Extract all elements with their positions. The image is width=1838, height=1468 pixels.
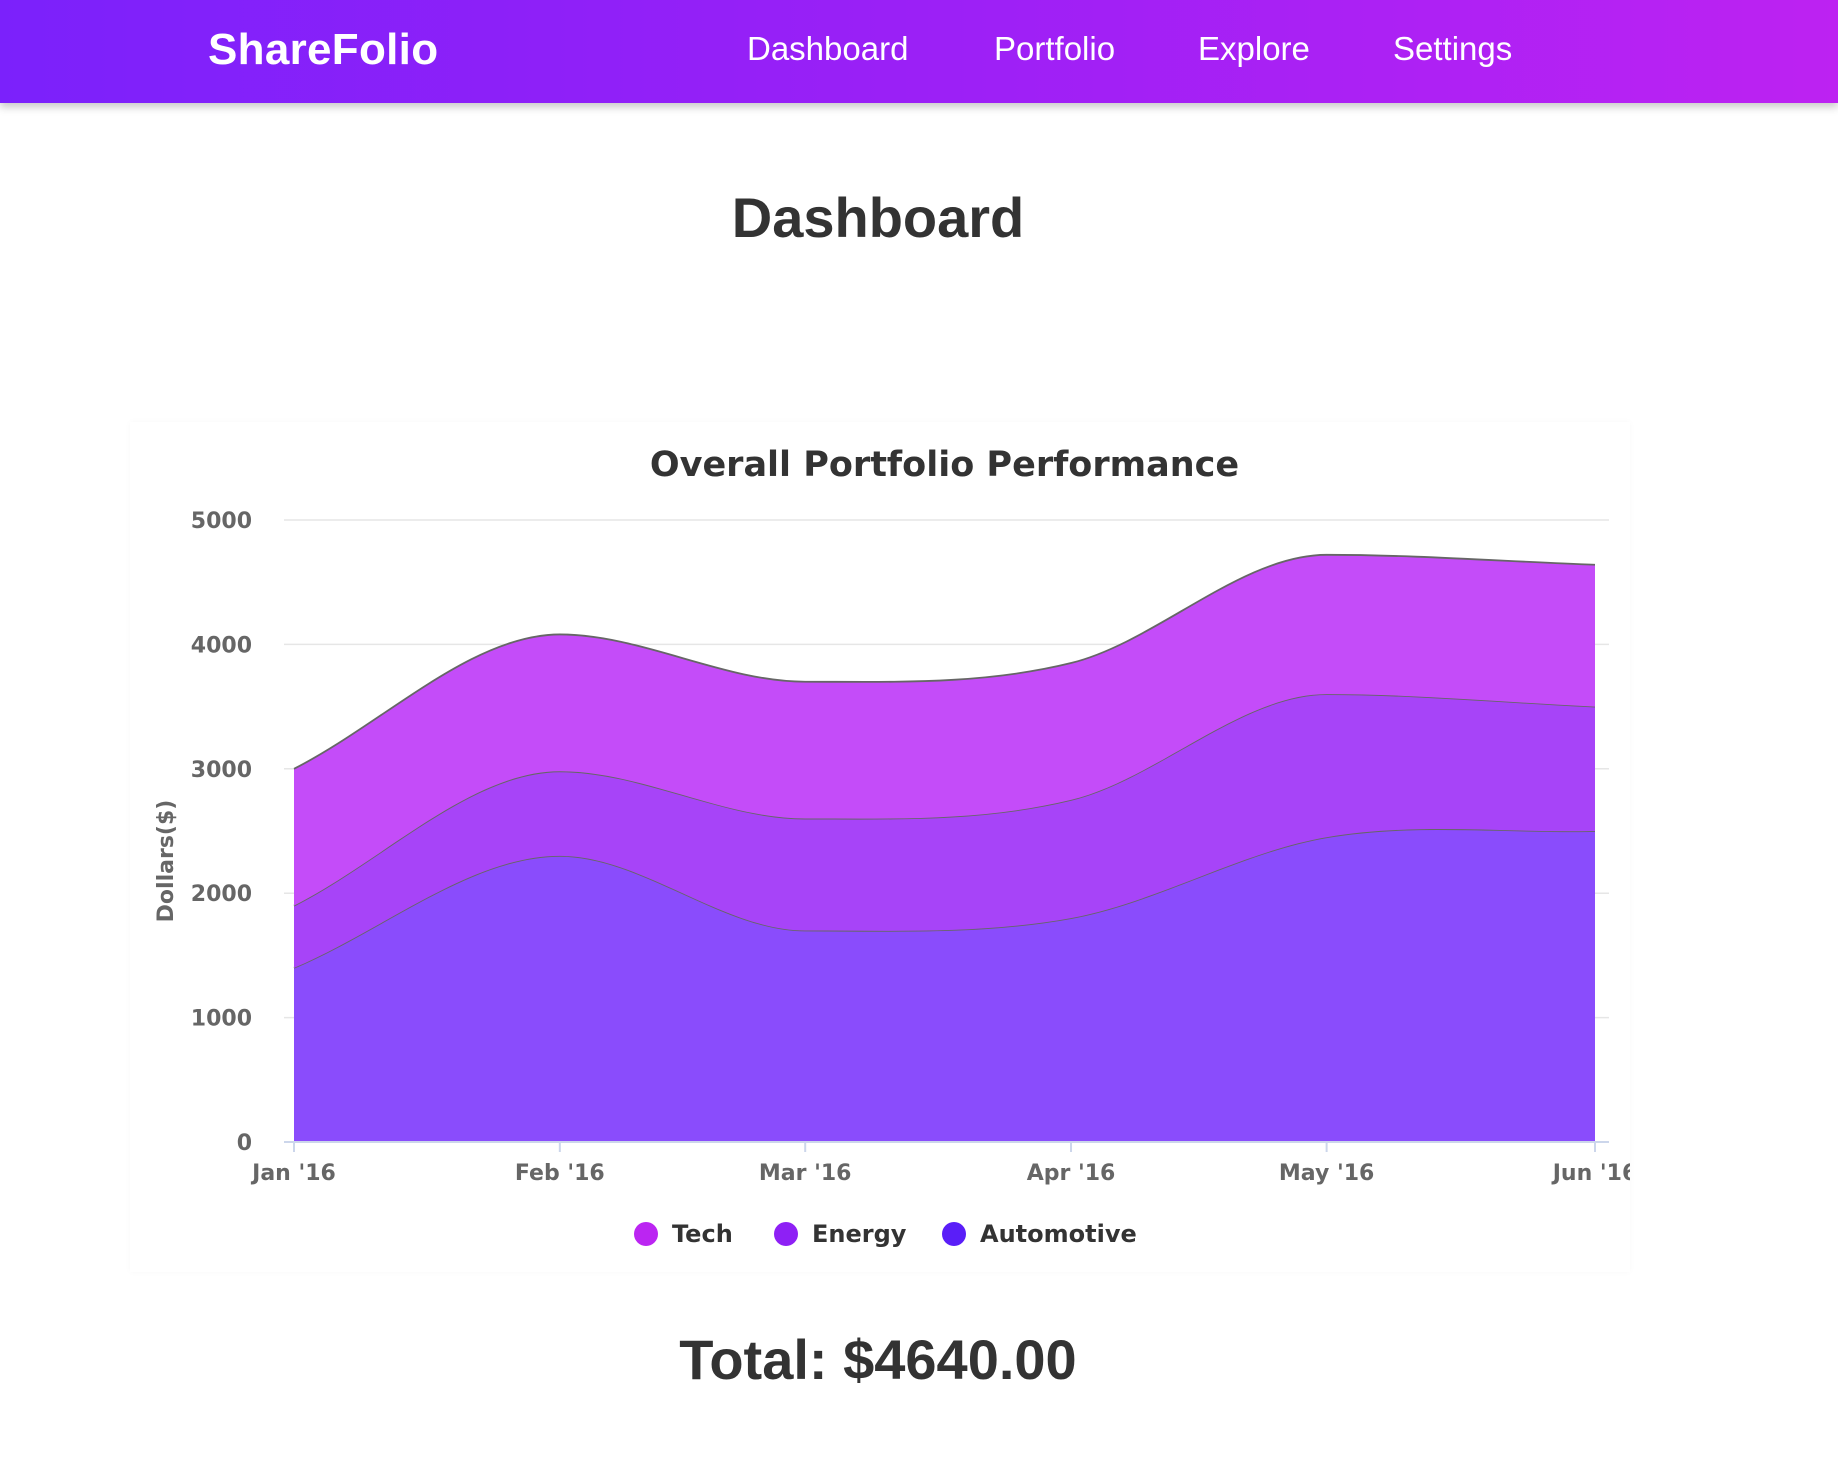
nav-link-explore[interactable]: Explore: [1198, 30, 1310, 67]
y-tick-label: 3000: [191, 758, 252, 783]
y-tick-label: 0: [237, 1131, 252, 1156]
x-tick-label: Apr '16: [1027, 1161, 1116, 1186]
portfolio-chart-card: Overall Portfolio Performance 0 1000 2000 30…: [130, 422, 1630, 1272]
nav-link-dashboard[interactable]: Dashboard: [747, 30, 909, 67]
top-navbar: ShareFolio Dashboard Portfolio Explore S…: [0, 0, 1838, 103]
x-tick-label: Feb '16: [515, 1161, 605, 1186]
chart-title: Overall Portfolio Performance: [650, 445, 1239, 485]
line-tech: [293, 553, 1596, 770]
area-tech: [294, 554, 1595, 906]
x-tick-label: Jun '16: [1551, 1161, 1630, 1186]
y-tick-label: 2000: [191, 882, 252, 907]
area-energy: [294, 694, 1595, 968]
legend-label-automotive: Automotive: [980, 1220, 1137, 1248]
legend-marker-automotive: [942, 1222, 966, 1246]
legend-label-tech: Tech: [672, 1220, 733, 1248]
y-tick-label: 4000: [191, 633, 252, 658]
area-automotive: [294, 829, 1595, 1142]
brand-logo[interactable]: ShareFolio: [208, 25, 439, 74]
legend-marker-energy: [774, 1222, 798, 1246]
page-title: Dashboard: [731, 186, 1025, 249]
legend-marker-tech: [634, 1222, 658, 1246]
legend-label-energy: Energy: [812, 1220, 907, 1248]
nav-link-settings[interactable]: Settings: [1393, 30, 1513, 67]
portfolio-total: Total: $4640.00: [679, 1328, 1077, 1391]
x-tick-label: Mar '16: [759, 1161, 852, 1186]
portfolio-area-chart: Overall Portfolio Performance 0 1000 2000 30…: [154, 445, 1630, 1248]
y-tick-label: 1000: [191, 1007, 252, 1032]
y-tick-label: 5000: [191, 509, 252, 534]
nav-link-portfolio[interactable]: Portfolio: [994, 30, 1116, 67]
y-axis-label: Dollars($): [154, 800, 179, 923]
x-tick-label: Jan '16: [250, 1161, 336, 1186]
x-tick-label: May '16: [1279, 1161, 1374, 1186]
